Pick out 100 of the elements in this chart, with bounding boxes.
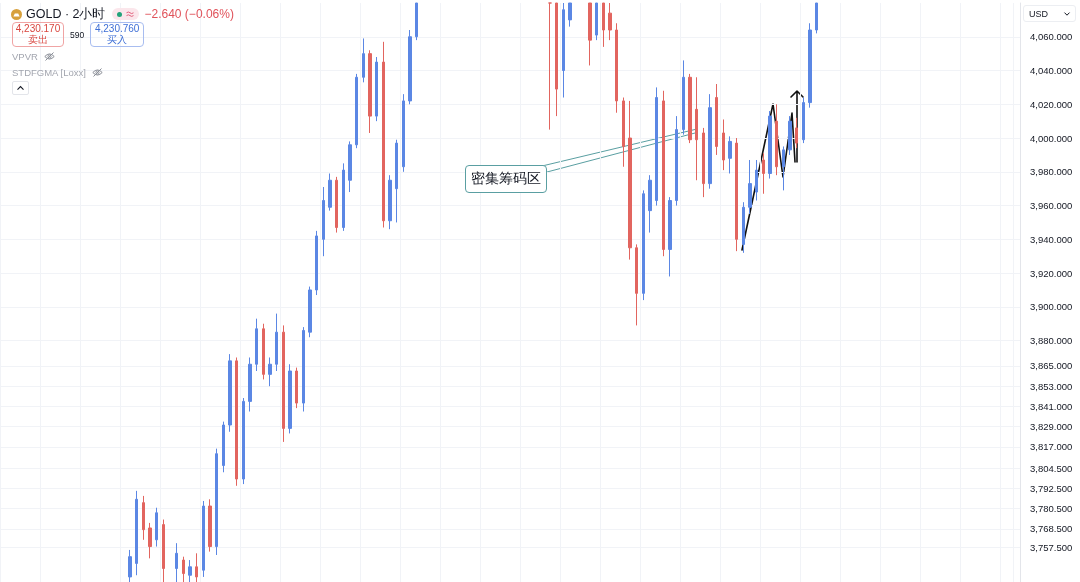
y-tick-label: 3,880.000 [1030,335,1073,347]
candlestick [808,22,812,109]
candlestick [555,2,558,117]
y-tick-label: 3,940.000 [1030,233,1073,245]
annotation: 密集筹码区 [471,170,541,188]
buy-button: 4,230.760 买入 [90,22,145,47]
candlestick [375,56,378,122]
candlestick [322,186,325,257]
annotation: 买入 [107,34,128,45]
y-tick-label: 3,780.500 [1030,503,1073,515]
candlestick [622,97,625,168]
candlestick [248,356,252,413]
candlestick [748,159,752,215]
candlestick [182,556,185,582]
candlestick [722,118,725,171]
candlestick [235,356,238,487]
candlestick [695,76,698,181]
candlestick [715,83,718,156]
candlestick [642,189,645,301]
candlestick [295,367,298,409]
candlestick [382,41,385,229]
candlestick [242,397,245,485]
y-tick-label: 3,757.500 [1030,541,1073,553]
candlestick [142,495,145,541]
candlestick [222,421,225,473]
candlestick [275,313,278,372]
candlestick [395,139,398,223]
candlestick [188,559,192,582]
candlestick [162,519,165,582]
candlestick [362,37,365,83]
candlestick [215,448,218,556]
candlestick [128,549,132,582]
candlestick [255,318,258,372]
candlestick [388,174,392,230]
y-tick-label: 4,040.000 [1030,65,1073,77]
candlestick [548,2,552,131]
candlestick [315,230,318,296]
candlestick [355,73,358,149]
annotation: 4,230.170 [15,23,61,34]
candlestick [775,103,778,176]
candlestick [228,353,232,433]
candlestick [302,326,305,413]
y-tick-label: 4,020.000 [1030,98,1073,110]
candlestick [648,174,652,234]
y-tick-label: 3,853.000 [1030,380,1073,392]
candlestick [602,2,605,48]
y-tick-label: 3,829.000 [1030,421,1073,433]
annotation: VPVR [12,50,38,62]
candlestick [755,159,758,201]
candlestick [662,90,665,257]
candlestick [208,498,212,553]
candlestick [288,363,292,434]
y-tick-label: 3,804.500 [1030,462,1073,474]
candlestick [328,172,332,212]
candlestick [562,2,565,99]
candlestick [635,243,638,326]
candlestick [708,93,712,190]
annotation: −2.640 (−0.06%) [144,7,234,21]
candlestick [762,152,765,195]
candlestick [675,115,678,207]
candlestick [608,2,612,41]
y-tick-label: 3,817.000 [1030,441,1073,453]
candlestick [768,110,772,180]
candlestick [735,137,738,252]
candlestick [655,86,658,207]
candlestick [402,93,405,173]
y-tick-label: 4,000.000 [1030,132,1073,144]
annotation: 4,230.760 [94,23,140,34]
y-tick-label: 3,792.500 [1030,482,1073,494]
candlestick [742,201,745,254]
candlestick [568,2,572,28]
y-tick-label: 3,960.000 [1030,200,1073,212]
candlestick [342,162,345,232]
candlestick [348,140,352,193]
candlestick [175,542,178,582]
y-tick-label: 3,865.000 [1030,360,1073,372]
y-tick-label: 3,768.500 [1030,523,1073,535]
currency-dropdown: USD [1023,5,1076,22]
candlestick [135,490,138,576]
candlestick [815,2,818,34]
y-tick-label: 3,841.000 [1030,400,1073,412]
candlestick [368,49,372,134]
callout-box: 密集筹码区 [465,165,547,193]
y-tick-label: 3,980.000 [1030,166,1073,178]
candlestick [308,286,312,338]
candlestick [195,552,198,582]
y-tick-label: 3,900.000 [1030,301,1073,313]
candlestick [615,22,618,114]
y-axis-title: USD [1029,8,1049,19]
candlestick [335,176,338,234]
candlestick [668,196,672,277]
candlestick [202,500,205,578]
annotation: 590 [70,29,85,40]
candlestick [788,115,792,156]
candlestick [688,73,692,144]
candlestick [682,59,685,136]
candlestick [148,522,152,559]
candlestick [408,29,412,105]
candlestick [782,145,785,191]
annotation: STDFGMA [Loxx] [12,66,86,78]
